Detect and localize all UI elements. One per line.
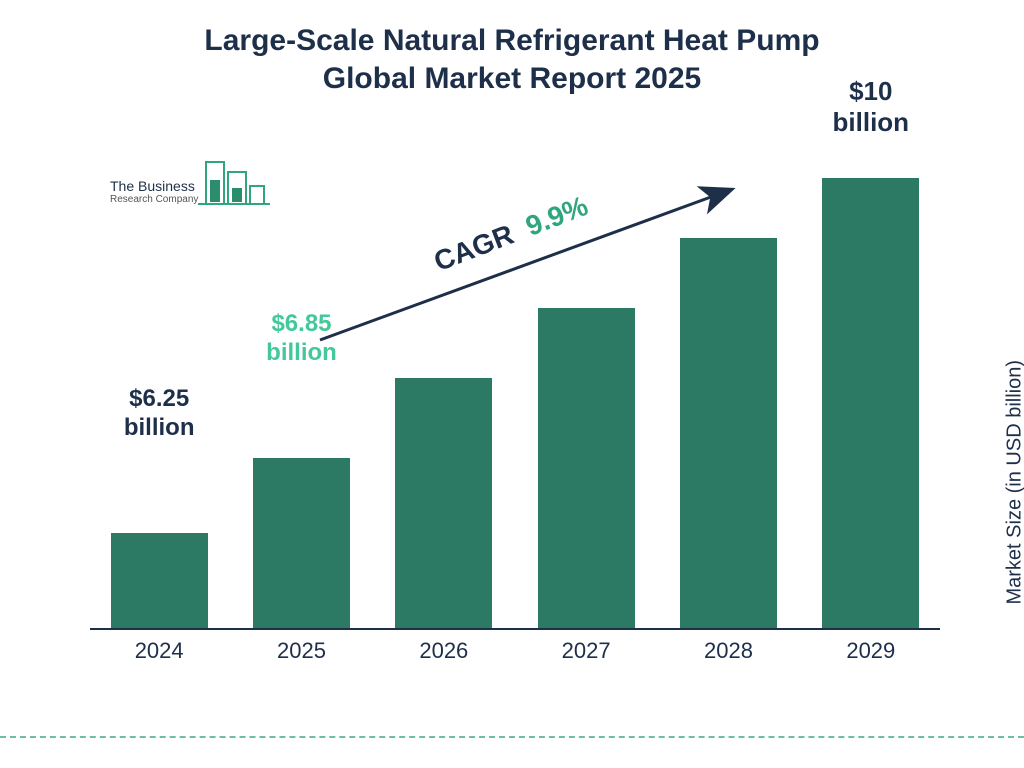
bar xyxy=(253,458,350,628)
x-axis-line xyxy=(90,628,940,630)
x-axis-label: 2027 xyxy=(527,632,645,670)
bar-column xyxy=(527,308,645,628)
footer-divider xyxy=(0,736,1024,738)
x-axis-label: 2025 xyxy=(242,632,360,670)
bar-value-label: $6.85billion xyxy=(241,310,361,368)
bar-value-label: $10 billion xyxy=(811,76,931,138)
bar-column: $6.85billion xyxy=(242,458,360,628)
bar-column xyxy=(385,378,503,628)
x-axis-label: 2029 xyxy=(812,632,930,670)
bar xyxy=(395,378,492,628)
x-axis-labels: 2024 2025 2026 2027 2028 2029 xyxy=(90,632,940,670)
bar-column: $6.25billion xyxy=(100,533,218,628)
title-line-1: Large-Scale Natural Refrigerant Heat Pum… xyxy=(0,22,1024,60)
bar-column xyxy=(669,238,787,628)
x-axis-label: 2028 xyxy=(669,632,787,670)
bar xyxy=(822,178,919,628)
bar xyxy=(680,238,777,628)
bar-value-label: $6.25billion xyxy=(99,385,219,443)
x-axis-label: 2024 xyxy=(100,632,218,670)
x-axis-label: 2026 xyxy=(385,632,503,670)
bar xyxy=(538,308,635,628)
y-axis-label: Market Size (in USD billion) xyxy=(1004,360,1024,605)
bar xyxy=(111,533,208,628)
bar-column: $10 billion xyxy=(812,178,930,628)
